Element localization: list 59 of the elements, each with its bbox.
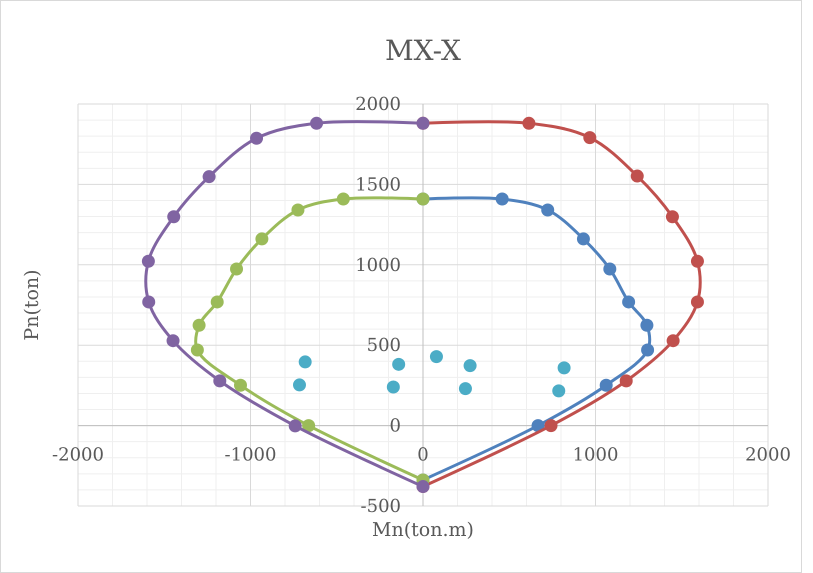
point	[541, 203, 554, 216]
point	[386, 380, 400, 394]
point	[622, 295, 636, 308]
point	[210, 295, 224, 308]
point	[292, 378, 306, 392]
point	[192, 318, 206, 332]
point	[291, 203, 304, 216]
y-tick-label: -500	[360, 496, 401, 517]
point	[522, 116, 536, 130]
point	[552, 384, 566, 398]
point	[302, 419, 316, 432]
y-tick-label: 0	[390, 416, 401, 437]
point	[167, 210, 180, 224]
point	[250, 132, 264, 145]
point	[430, 350, 443, 364]
x-tick-label: -2000	[52, 444, 104, 466]
point	[310, 116, 324, 130]
x-axis-title: Mn(ton.m)	[372, 519, 474, 541]
point	[532, 419, 545, 432]
point	[690, 254, 704, 268]
point	[576, 232, 590, 246]
point	[392, 358, 406, 371]
x-tick-label: -1000	[224, 444, 276, 466]
y-tick-label: 1500	[355, 174, 401, 196]
point	[464, 359, 477, 372]
point	[288, 419, 302, 432]
point	[298, 355, 312, 368]
point	[558, 361, 571, 374]
point	[458, 382, 472, 396]
point	[496, 192, 509, 206]
point	[202, 170, 216, 184]
point	[666, 210, 679, 224]
x-tick-label: 1000	[572, 444, 618, 466]
point	[603, 262, 616, 276]
point	[166, 334, 180, 348]
point	[600, 378, 613, 392]
point	[230, 262, 244, 276]
point	[630, 170, 644, 183]
point	[583, 131, 596, 144]
x-tick-label: 0	[417, 444, 429, 466]
point	[142, 254, 155, 268]
point	[640, 318, 654, 332]
point	[690, 295, 704, 308]
x-tick-label: 2000	[745, 444, 791, 466]
point	[213, 374, 226, 388]
point	[255, 232, 268, 246]
y-tick-label: 2000	[355, 94, 401, 115]
chart-title: MX-X	[384, 34, 462, 67]
point	[544, 419, 558, 432]
point	[666, 334, 680, 348]
point	[620, 374, 633, 388]
point	[142, 295, 156, 308]
y-axis-title: Pn(ton)	[21, 269, 43, 341]
point	[190, 344, 204, 357]
y-tick-label: 500	[366, 335, 401, 356]
point	[234, 378, 247, 392]
point	[641, 344, 654, 357]
y-tick-label: 1000	[355, 254, 401, 276]
point	[336, 192, 350, 206]
